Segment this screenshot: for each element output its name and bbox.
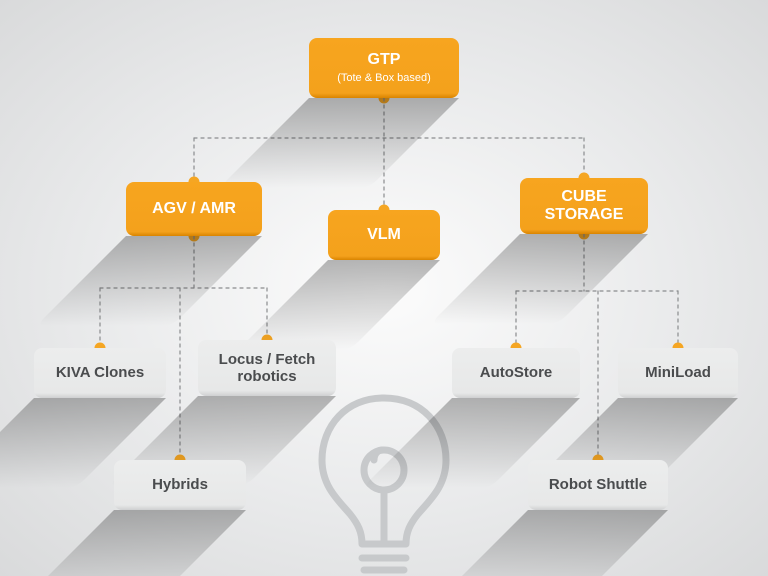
node-title: Locus / Fetch robotics (206, 351, 328, 386)
node-shadow (219, 98, 459, 188)
node-shadow (238, 260, 440, 350)
node-robot-shuttle: Robot Shuttle (528, 460, 668, 510)
node-kiva-clones: KIVA Clones (34, 348, 166, 398)
node-shadow (24, 510, 246, 576)
node-title: VLM (367, 226, 401, 244)
node-cube-storage: CUBE STORAGE (520, 178, 648, 234)
node-locus-fetch: Locus / Fetch robotics (198, 340, 336, 396)
node-shadow (430, 234, 648, 324)
node-title: AGV / AMR (152, 200, 236, 218)
node-shadow (438, 510, 668, 576)
lightbulb-icon (304, 388, 464, 576)
node-hybrids: Hybrids (114, 460, 246, 510)
node-agv-amr: AGV / AMR (126, 182, 262, 236)
node-gtp: GTP (Tote & Box based) (309, 38, 459, 98)
diagram-canvas: { "meta": { "width": 768, "height": 576,… (0, 0, 768, 576)
node-autostore: AutoStore (452, 348, 580, 398)
node-title: CUBE STORAGE (528, 188, 640, 225)
node-miniload: MiniLoad (618, 348, 738, 398)
node-subtitle: (Tote & Box based) (337, 72, 431, 85)
node-title: MiniLoad (645, 364, 711, 381)
node-shadow (36, 236, 262, 326)
node-title: Hybrids (152, 476, 208, 493)
node-title: AutoStore (480, 364, 553, 381)
node-vlm: VLM (328, 210, 440, 260)
node-title: KIVA Clones (56, 364, 144, 381)
node-title: GTP (368, 51, 401, 69)
node-title: Robot Shuttle (549, 476, 647, 493)
